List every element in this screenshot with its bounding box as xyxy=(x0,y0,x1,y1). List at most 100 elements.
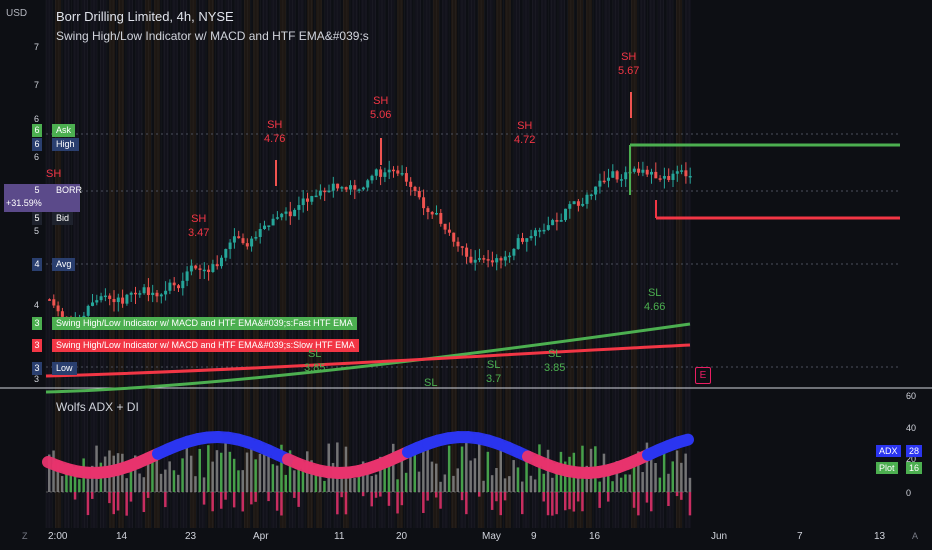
candle-body xyxy=(250,238,254,247)
adx-histogram-bar xyxy=(478,492,481,497)
candle-body xyxy=(542,229,546,232)
adx-histogram-bar xyxy=(237,470,240,492)
adx-axis-label: 40 xyxy=(906,423,917,433)
adx-histogram-bar xyxy=(645,442,649,492)
adx-histogram-bar xyxy=(607,492,610,502)
background-band xyxy=(415,0,421,528)
adx-histogram-bar xyxy=(134,455,137,492)
candle-body xyxy=(293,209,297,217)
adx-histogram-bar xyxy=(667,473,670,492)
candle-body xyxy=(551,220,555,226)
adx-histogram-bar xyxy=(632,461,636,492)
candle-body xyxy=(465,247,469,257)
adx-histogram-bar xyxy=(529,475,533,492)
adx-histogram-bar xyxy=(129,471,133,492)
candle-body xyxy=(323,190,327,193)
event-marker[interactable]: E xyxy=(695,367,711,384)
candle-body xyxy=(314,195,318,198)
adx-histogram-bar xyxy=(473,458,477,492)
adx-histogram-bar xyxy=(112,492,115,515)
swing-high-label: SH 5.67 xyxy=(618,51,640,77)
borr-price-value: 5 xyxy=(34,185,40,195)
candle-body xyxy=(168,282,172,291)
candle-body xyxy=(211,264,215,272)
slow-ema-value: 3 xyxy=(32,339,42,352)
candle-body xyxy=(400,173,404,175)
adx-histogram-bar xyxy=(185,444,189,492)
adx-histogram-bar xyxy=(374,492,378,498)
candle-body xyxy=(245,243,249,247)
candle-body xyxy=(546,225,550,230)
adx-histogram-bar xyxy=(478,443,481,492)
zoom-corner-label[interactable]: Z xyxy=(22,531,28,541)
adx-histogram-bar xyxy=(667,492,670,506)
adx-histogram-bar xyxy=(680,462,683,492)
candle-body xyxy=(525,238,529,242)
auto-scale-corner-label[interactable]: A xyxy=(912,531,919,541)
candle-body xyxy=(443,223,447,230)
adx-histogram-bar xyxy=(267,492,270,502)
fast-ema-line xyxy=(45,322,691,394)
background-band xyxy=(667,0,673,528)
adx-histogram-bar xyxy=(357,467,361,492)
swing-low-label: SL 3.7 xyxy=(486,359,502,385)
x-axis-label: 14 xyxy=(116,531,128,542)
candle-body xyxy=(232,236,236,243)
adx-histogram-bar xyxy=(263,450,266,492)
adx-indicator-title[interactable]: Wolfs ADX + DI xyxy=(56,400,139,414)
adx-histogram-bar xyxy=(546,492,550,516)
candle-body xyxy=(237,236,241,239)
background-band xyxy=(271,0,277,528)
adx-histogram-bar xyxy=(624,474,627,492)
candle-body xyxy=(189,265,193,272)
candle-body xyxy=(52,299,56,306)
candle-body xyxy=(181,280,185,289)
background-band xyxy=(136,0,142,528)
adx-histogram-bar xyxy=(318,471,322,492)
adx-histogram-bar xyxy=(400,492,404,506)
candle-body xyxy=(589,194,593,197)
candle-body xyxy=(353,185,357,190)
candle-body xyxy=(48,299,51,301)
background-band xyxy=(460,0,466,528)
low-level-value: 3 xyxy=(32,362,42,375)
adx-histogram-bar xyxy=(353,477,356,492)
background-band xyxy=(46,0,52,528)
adx-histogram-bar xyxy=(164,469,167,492)
x-axis-label: 23 xyxy=(185,531,197,542)
adx-histogram-bar xyxy=(275,465,279,492)
adx-histogram-bar xyxy=(374,474,378,492)
borr-symbol-label: BORR xyxy=(56,185,83,195)
left-axis-label: 7 xyxy=(34,42,40,52)
swing-low-label: SL 3.85 xyxy=(544,348,566,374)
adx-histogram-bar xyxy=(413,451,416,492)
candle-body xyxy=(271,218,275,226)
candle-body xyxy=(164,290,168,295)
high-level-label: High xyxy=(52,138,79,151)
candle-body xyxy=(254,236,258,239)
adx-histogram-bar xyxy=(78,479,81,492)
adx-histogram-bar xyxy=(439,492,442,509)
background-band xyxy=(487,0,493,528)
adx-histogram-bar xyxy=(86,492,90,516)
adx-histogram-bar xyxy=(426,446,429,492)
background-band xyxy=(172,0,178,528)
adx-histogram-bar xyxy=(146,492,150,498)
background-band xyxy=(91,0,97,528)
background-band xyxy=(397,0,403,528)
adx-histogram-bar xyxy=(650,492,653,512)
candle-body xyxy=(490,260,494,263)
adx-histogram-bar xyxy=(641,472,644,492)
adx-histogram-bar xyxy=(361,461,365,492)
indicator-title[interactable]: Swing High/Low Indicator w/ MACD and HTF… xyxy=(56,29,369,43)
candle-body xyxy=(366,180,370,188)
high-level-value: 6 xyxy=(32,138,42,151)
adx-histogram-bar xyxy=(366,465,369,492)
swing-high-label: SH 3.47 xyxy=(188,213,210,239)
adx-histogram-bar xyxy=(637,492,640,516)
candle-body xyxy=(392,169,395,172)
adx-histogram-bar xyxy=(159,473,163,492)
slow-ema-label: Swing High/Low Indicator w/ MACD and HTF… xyxy=(52,339,359,352)
background-band xyxy=(181,0,187,528)
